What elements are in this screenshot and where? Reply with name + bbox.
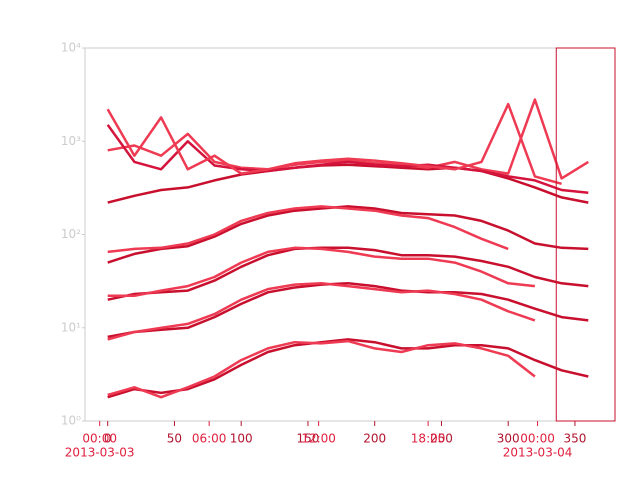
series-line bbox=[107, 339, 536, 399]
y-tick-label: 10⁰ bbox=[61, 414, 81, 428]
x-tick-label: 200 bbox=[363, 432, 386, 446]
series-line bbox=[107, 98, 589, 180]
date-label: 2013-03-03 bbox=[65, 446, 135, 460]
series-line bbox=[106, 102, 562, 186]
time-tick-label: 18:00 bbox=[411, 432, 446, 446]
series-line bbox=[107, 246, 536, 298]
x-tick-label: 0 bbox=[104, 432, 112, 446]
x-tick-label: 100 bbox=[230, 432, 253, 446]
series-line bbox=[106, 124, 589, 195]
series-line bbox=[107, 246, 589, 301]
x-tick-label: 350 bbox=[563, 432, 586, 446]
y-tick-label: 10⁴ bbox=[61, 41, 81, 55]
time-tick-label: 06:00 bbox=[192, 432, 227, 446]
series-line bbox=[107, 205, 509, 254]
series-line bbox=[107, 338, 589, 399]
x-tick-label: 50 bbox=[167, 432, 182, 446]
series-line bbox=[107, 205, 589, 264]
series-line bbox=[107, 282, 536, 341]
y-tick-label: 10³ bbox=[61, 134, 81, 148]
date-label: 2013-03-04 bbox=[503, 446, 573, 460]
time-tick-label: 00:00 bbox=[82, 432, 117, 446]
time-tick-label: 00:00 bbox=[520, 432, 555, 446]
series-line bbox=[107, 282, 589, 339]
x-tick-label: 300 bbox=[497, 432, 520, 446]
y-tick-label: 10² bbox=[61, 227, 81, 241]
selection-span bbox=[555, 47, 616, 422]
y-tick-label: 10¹ bbox=[61, 320, 81, 334]
x-tick-label: 250 bbox=[430, 432, 453, 446]
series-line bbox=[107, 163, 589, 204]
time-tick-label: 12:00 bbox=[301, 432, 336, 446]
x-tick-label: 150 bbox=[296, 432, 319, 446]
